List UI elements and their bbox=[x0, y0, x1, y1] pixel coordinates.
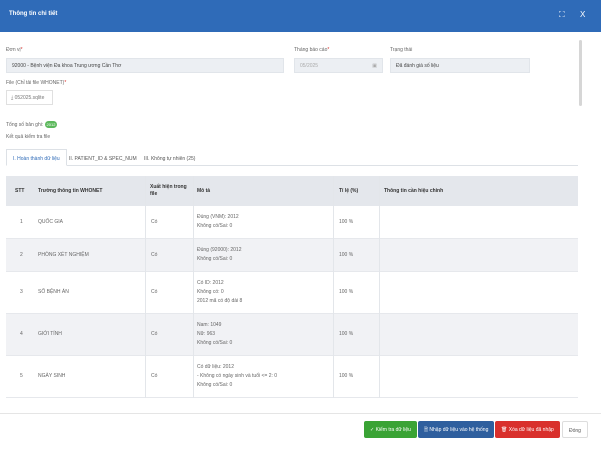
calendar-icon: ▣ bbox=[372, 63, 377, 69]
row-stt: 2 bbox=[20, 252, 23, 258]
month-label: Tháng báo cáo* bbox=[294, 47, 330, 53]
row-field: NGÀY SINH bbox=[38, 373, 66, 379]
row-present: Có bbox=[151, 219, 158, 225]
row-present: Có bbox=[151, 331, 158, 337]
header-stt: STT bbox=[15, 188, 25, 194]
table-row: 2 PHÒNG XÉT NGHIỆM Có Đúng (92000): 2012… bbox=[6, 239, 578, 272]
result-label: Kết quả kiểm tra file bbox=[6, 134, 51, 140]
modal-footer: ✓ Kiểm tra dữ liệu 🗎 Nhập dữ liệu vào hệ… bbox=[0, 413, 601, 450]
status-label: Trạng thái bbox=[390, 47, 413, 53]
row-field: SỐ BỆNH ÁN bbox=[38, 289, 69, 295]
row-rate: 100 % bbox=[339, 373, 354, 379]
row-desc: Có ID: 2012 Không có: 0 2012 mã có độ dà… bbox=[197, 280, 243, 304]
tab-patient-id[interactable]: II. PATIENT_ID & SPEC_NUM bbox=[69, 156, 137, 162]
column-divider bbox=[333, 176, 334, 398]
header-field: Trường thông tin WHONET bbox=[38, 188, 103, 194]
file-name: 052025.sqlite bbox=[14, 95, 45, 101]
row-stt: 5 bbox=[20, 373, 23, 379]
table-row: 3 SỐ BỆNH ÁN Có Có ID: 2012 Không có: 0 … bbox=[6, 272, 578, 314]
row-rate: 100 % bbox=[339, 252, 354, 258]
tab-completeness[interactable]: I. Hoàn thành dữ liệu bbox=[6, 149, 67, 166]
scrollbar[interactable] bbox=[579, 40, 582, 106]
expand-icon[interactable]: ⛶ bbox=[559, 10, 565, 19]
modal-title: Thông tin chi tiết bbox=[9, 11, 58, 17]
unit-field[interactable]: 92000 - Bệnh viện Đa khoa Trung ương Cần… bbox=[6, 58, 284, 73]
table-header: STT Trường thông tin WHONET Xuất hiện tr… bbox=[6, 176, 578, 206]
check-data-button[interactable]: ✓ Kiểm tra dữ liệu bbox=[364, 421, 417, 438]
row-desc: Nam: 1049 Nữ: 963 Không có/Sai: 0 bbox=[197, 322, 233, 346]
row-rate: 100 % bbox=[339, 289, 354, 295]
column-divider bbox=[193, 176, 194, 398]
column-divider bbox=[379, 176, 380, 398]
header-rate: Tỉ lệ (%) bbox=[339, 188, 359, 194]
tab-bar: I. Hoàn thành dữ liệu II. PATIENT_ID & S… bbox=[6, 149, 578, 166]
row-present: Có bbox=[151, 252, 158, 258]
row-desc: Có dữ liệu: 2012 - Không có ngày sinh và… bbox=[197, 364, 278, 388]
row-stt: 3 bbox=[20, 289, 23, 295]
close-button[interactable]: Đóng bbox=[562, 421, 588, 438]
delete-data-button[interactable]: 🗑 Xóa dữ liệu đã nhập bbox=[495, 421, 560, 438]
row-present: Có bbox=[151, 373, 158, 379]
table-row: 4 GIỚI TÍNH Có Nam: 1049 Nữ: 963 Không c… bbox=[6, 314, 578, 356]
import-data-button[interactable]: 🗎 Nhập dữ liệu vào hệ thống bbox=[418, 421, 495, 438]
row-field: QUỐC GIA bbox=[38, 219, 64, 225]
table-row: 5 NGÀY SINH Có Có dữ liệu: 2012 - Không … bbox=[6, 356, 578, 398]
month-value: 05/2025 bbox=[300, 63, 319, 69]
unit-label: Đơn vị* bbox=[6, 47, 23, 53]
total-badge: 2012 bbox=[45, 121, 57, 128]
total-label: Tổng số bản ghi: bbox=[6, 122, 44, 128]
status-field: Đã đánh giá số liệu bbox=[390, 58, 530, 73]
header-desc: Mô tả bbox=[197, 188, 211, 194]
close-icon[interactable]: X bbox=[580, 10, 586, 19]
column-divider bbox=[145, 176, 146, 398]
row-field: PHÒNG XÉT NGHIỆM bbox=[38, 252, 89, 258]
row-stt: 4 bbox=[20, 331, 23, 337]
month-field: 05/2025 ▣ bbox=[294, 58, 383, 73]
row-desc: Đúng (VNM): 2012 Không có/Sai: 0 bbox=[197, 214, 239, 229]
row-present: Có bbox=[151, 289, 158, 295]
file-label: File (Chỉ tải file WHONET)* bbox=[6, 80, 67, 86]
row-rate: 100 % bbox=[339, 331, 354, 337]
row-rate: 100 % bbox=[339, 219, 354, 225]
tab-unnatural[interactable]: III. Không tự nhiên (25) bbox=[144, 156, 196, 162]
row-stt: 1 bbox=[20, 219, 23, 225]
download-icon: ⤓ bbox=[11, 95, 14, 101]
file-button[interactable]: ⤓ 052025.sqlite bbox=[6, 90, 53, 105]
table-row: 1 QUỐC GIA Có Đúng (VNM): 2012 Không có/… bbox=[6, 206, 578, 239]
modal-header: Thông tin chi tiết ⛶ X bbox=[0, 0, 601, 32]
header-correction: Thông tin cần hiệu chỉnh bbox=[384, 188, 444, 194]
row-field: GIỚI TÍNH bbox=[38, 331, 62, 337]
row-desc: Đúng (92000): 2012 Không có/Sai: 0 bbox=[197, 247, 242, 262]
header-present: Xuất hiện trong file bbox=[150, 184, 187, 197]
